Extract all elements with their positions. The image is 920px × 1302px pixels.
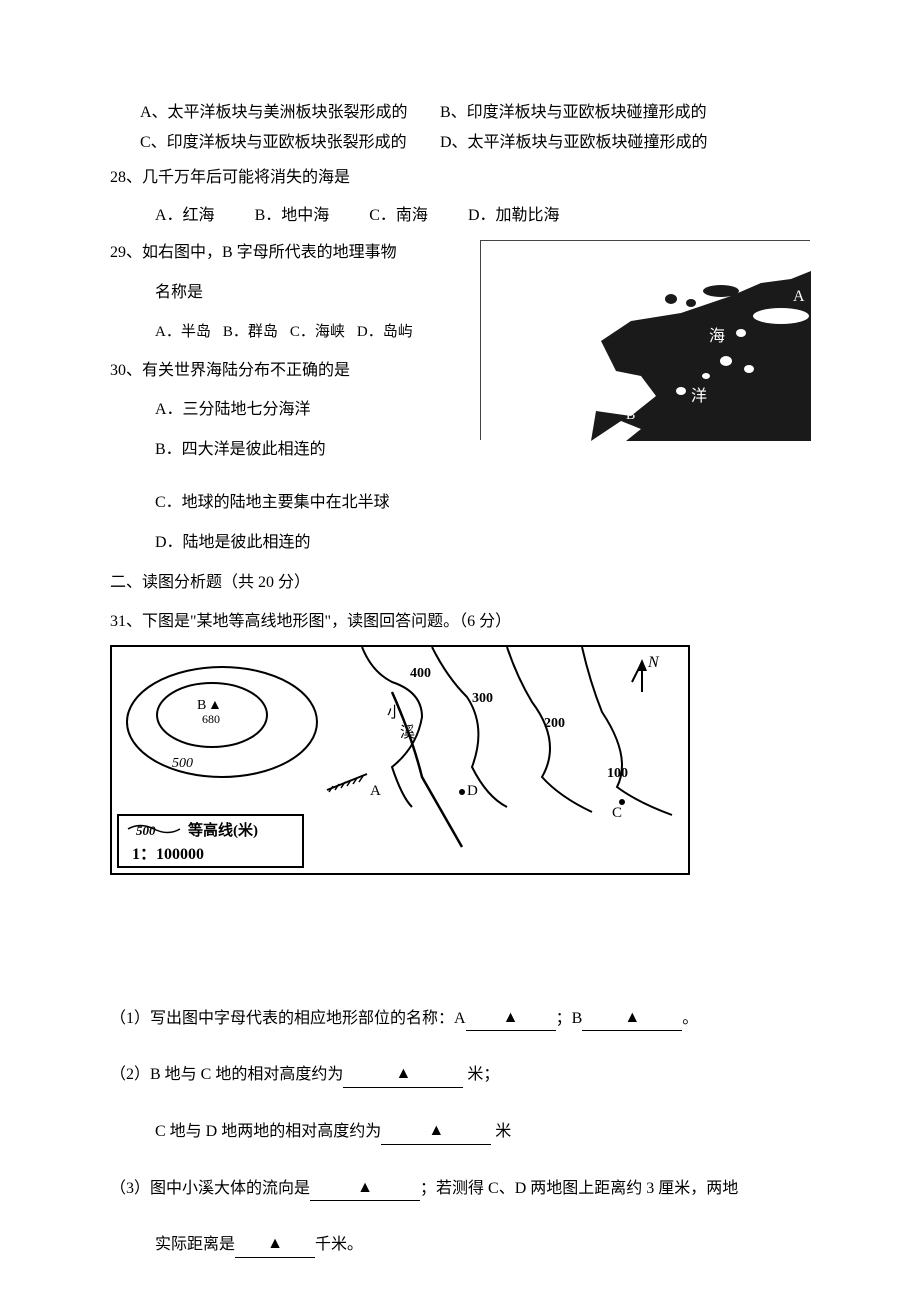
- map-label-mainland-2: 陆: [511, 343, 537, 372]
- contour-300: 300: [472, 691, 493, 706]
- q30-option-b: B．四大洋是彼此相连的: [110, 437, 460, 463]
- contour-400: 400: [410, 666, 431, 681]
- q29-stem: 29、如右图中，B 字母所代表的地理事物: [110, 240, 460, 266]
- q27-options-row2: C、印度洋板块与亚欧板块张裂形成的 D、太平洋板块与亚欧板块碰撞形成的: [110, 130, 810, 156]
- q28-option-a: A．红海: [155, 203, 215, 229]
- contour-100: 100: [607, 766, 628, 781]
- legend-label: 等高线(米): [188, 821, 258, 839]
- q28-stem: 28、几千万年后可能将消失的海是: [110, 165, 810, 191]
- q31-sub1-end: 。: [682, 1010, 698, 1027]
- blank-b[interactable]: ▲: [582, 1005, 682, 1032]
- svg-text:▲: ▲: [208, 698, 222, 713]
- q27-option-b: B、印度洋板块与亚欧板块碰撞形成的: [440, 100, 707, 126]
- q30-option-c: C．地球的陆地主要集中在北半球: [110, 490, 810, 516]
- q31-sub3-pre: （3）图中小溪大体的流向是: [110, 1180, 310, 1197]
- map-label-sea: 海: [709, 327, 725, 345]
- q31-sub2b: C 地与 D 地两地的相对高度约为▲ 米: [110, 1118, 810, 1145]
- q29-option-d: D．岛屿: [357, 320, 413, 344]
- blank-bc[interactable]: ▲: [343, 1061, 463, 1088]
- contour-680: 680: [202, 712, 220, 726]
- contour-500: 500: [172, 756, 193, 771]
- contour-c-label: C: [612, 805, 622, 821]
- map-label-b: B: [626, 408, 635, 423]
- blank-a[interactable]: ▲: [466, 1005, 556, 1032]
- q31-sub3-mid: ；若测得 C、D 两地图上距离约 3 厘米，两地: [420, 1180, 738, 1197]
- contour-200: 200: [544, 716, 565, 731]
- q27-option-c: C、印度洋板块与亚欧板块张裂形成的: [140, 130, 420, 156]
- legend-500: 500: [136, 823, 156, 838]
- q31-sub3b-pre: 实际距离是: [155, 1236, 235, 1253]
- q29-option-b: B．群岛: [223, 320, 278, 344]
- q31-sub2-end: 米；: [463, 1066, 499, 1083]
- q31-sub3b-end: 千米。: [315, 1236, 363, 1253]
- q31-stem: 31、下图是"某地等高线地形图"，读图回答问题。（6 分）: [110, 609, 810, 635]
- q31-sub2-pre: （2）B 地与 C 地的相对高度约为: [110, 1066, 343, 1083]
- q31-sub2: （2）B 地与 C 地的相对高度约为▲ 米；: [110, 1061, 810, 1088]
- north-label: N: [647, 654, 660, 671]
- q29-stem-cont: 名称是: [110, 280, 460, 306]
- q28-option-d: D．加勒比海: [468, 203, 560, 229]
- q28-option-b: B．地中海: [255, 203, 330, 229]
- q29-option-a: A．半岛: [155, 320, 211, 344]
- contour-b-label: B: [197, 698, 206, 713]
- blank-cd[interactable]: ▲: [381, 1118, 491, 1145]
- q27-option-a: A、太平洋板块与美洲板块张裂形成的: [140, 100, 420, 126]
- q28-option-c: C．南海: [369, 203, 428, 229]
- q27-options-row1: A、太平洋板块与美洲板块张裂形成的 B、印度洋板块与亚欧板块碰撞形成的: [110, 100, 810, 126]
- section-2-heading: 二、读图分析题（共 20 分）: [110, 570, 810, 596]
- map-label-ocean: 洋: [691, 387, 707, 405]
- contour-a-label: A: [370, 783, 381, 799]
- creek-label-2: 溪: [400, 724, 415, 741]
- q29-option-c: C．海峡: [290, 320, 345, 344]
- q31-sub1: （1）写出图中字母代表的相应地形部位的名称：A▲；B▲。: [110, 1005, 810, 1032]
- q27-option-d: D、太平洋板块与亚欧板块碰撞形成的: [440, 130, 708, 156]
- creek-label-1: 小: [387, 704, 402, 721]
- q28-options: A．红海 B．地中海 C．南海 D．加勒比海: [110, 203, 810, 229]
- sea-land-map: 大 陆 海 洋 A B: [480, 240, 810, 440]
- q31-sub1-mid: ；B: [556, 1010, 583, 1027]
- q31-sub1-pre: （1）写出图中字母代表的相应地形部位的名称：A: [110, 1010, 466, 1027]
- q31-sub2b-pre: C 地与 D 地两地的相对高度约为: [155, 1123, 381, 1140]
- map-label-mainland-1: 大: [511, 303, 537, 332]
- map-label-a: A: [793, 288, 805, 305]
- q30-option-a: A．三分陆地七分海洋: [110, 397, 460, 423]
- scale-label: 1：100000: [132, 846, 204, 863]
- q31-sub2b-end: 米: [491, 1123, 511, 1140]
- contour-map: N B ▲ 680 500 400 300 200 100 小 溪: [110, 645, 690, 875]
- blank-dist[interactable]: ▲: [235, 1231, 315, 1258]
- q31-sub3: （3）图中小溪大体的流向是▲；若测得 C、D 两地图上距离约 3 厘米，两地: [110, 1175, 810, 1202]
- q30-option-d: D．陆地是彼此相连的: [110, 530, 810, 556]
- blank-flow[interactable]: ▲: [310, 1175, 420, 1202]
- q30-stem: 30、有关世界海陆分布不正确的是: [110, 358, 460, 384]
- q31-sub3b: 实际距离是▲千米。: [110, 1231, 810, 1258]
- contour-d-label: D: [467, 783, 478, 799]
- q29-options: A．半岛 B．群岛 C．海峡 D．岛屿: [110, 320, 460, 344]
